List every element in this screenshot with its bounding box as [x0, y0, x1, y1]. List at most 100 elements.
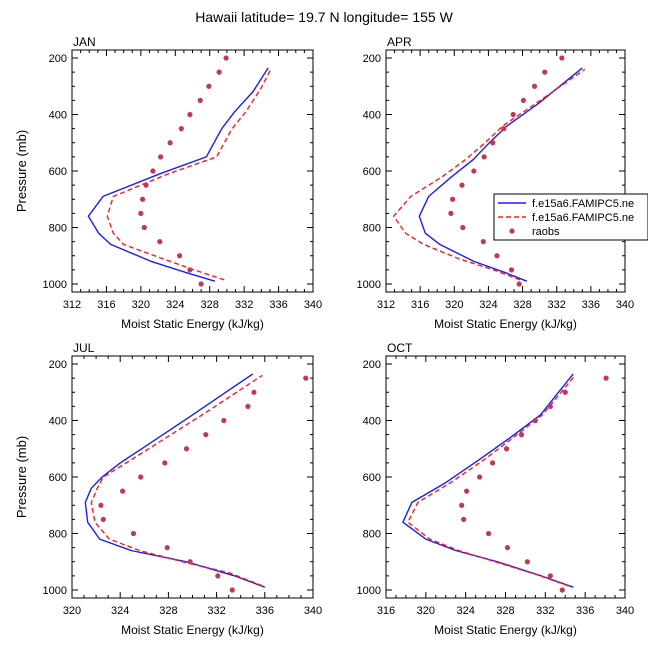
raobs-point: [481, 154, 487, 160]
y-axis-label: Pressure (mb): [14, 130, 29, 212]
raobs-point: [459, 502, 465, 508]
raobs-point: [303, 375, 309, 381]
panel-jan: JAN 312 316 320 324 328 332 336 340 200 400 600 800 1…: [14, 35, 322, 331]
raobs-point: [520, 97, 527, 103]
raobs-point: [471, 168, 477, 174]
raobs-point: [559, 55, 565, 61]
y-tick-label: 600: [363, 472, 381, 484]
raobs-point: [215, 573, 221, 579]
panel-title: OCT: [387, 341, 413, 355]
series-group: [84, 373, 309, 593]
raobs-point: [139, 196, 146, 202]
series-group: [87, 55, 272, 287]
legend-label: raobs: [532, 226, 560, 238]
y-tick-label: 400: [49, 416, 67, 428]
raobs-point: [150, 168, 156, 174]
legend-dot: [509, 228, 515, 234]
x-axis-label: Moist Static Energy (kJ/kg): [434, 623, 577, 637]
y-tick-label: 800: [363, 529, 381, 541]
raobs-point: [510, 111, 516, 118]
y-axis-label: Pressure (mb): [14, 436, 29, 518]
raobs-point: [176, 253, 183, 259]
raobs-point: [524, 559, 531, 565]
y-tick-label: 1000: [43, 279, 67, 291]
raobs-point: [206, 83, 212, 89]
raobs-point: [221, 417, 227, 424]
model-dashed-line: [407, 374, 576, 587]
x-tick-label: 324: [166, 299, 184, 311]
raobs-point: [501, 126, 507, 132]
raobs-point: [547, 573, 553, 579]
panel-title: APR: [387, 35, 412, 49]
y-tick-label: 800: [49, 223, 67, 235]
x-tick-label: 316: [411, 299, 429, 311]
y-tick-label: 400: [49, 110, 67, 122]
raobs-point: [531, 83, 538, 89]
raobs-point: [98, 502, 104, 508]
panel-frame: [385, 355, 626, 599]
raobs-point: [449, 196, 456, 202]
x-tick-label: 320: [445, 299, 463, 311]
raobs-point: [547, 403, 553, 409]
raobs-point: [542, 69, 548, 75]
y-tick-label: 200: [363, 53, 381, 65]
raobs-point: [459, 182, 465, 188]
panel-title: JAN: [73, 35, 96, 49]
raobs-point: [223, 55, 229, 61]
x-tick-label: 332: [548, 299, 566, 311]
y-tick-label: 400: [363, 416, 381, 428]
x-tick-label: 336: [582, 299, 600, 311]
raobs-point: [183, 446, 190, 452]
model-dashed-line: [106, 68, 272, 281]
panel-frame: [71, 49, 314, 293]
x-tick-label: 320: [63, 605, 81, 617]
legend: f.e15a6.FAMIPC5.ne f.e15a6.FAMIPC5.ne raob…: [493, 193, 648, 241]
raobs-point: [158, 154, 164, 160]
x-tick-label: 328: [201, 299, 219, 311]
x-tick-label: 332: [536, 605, 554, 617]
x-tick-label: 324: [456, 605, 474, 617]
x-tick-label: 332: [207, 605, 225, 617]
raobs-point: [229, 587, 235, 593]
raobs-point: [516, 281, 522, 287]
x-tick-label: 336: [256, 605, 274, 617]
x-tick-label: 312: [377, 299, 395, 311]
model-dashed-line: [393, 68, 586, 281]
raobs-point: [187, 111, 193, 118]
x-axis-label: Moist Static Energy (kJ/kg): [434, 317, 577, 331]
raobs-point: [504, 545, 511, 551]
x-tick-label: 324: [111, 605, 129, 617]
raobs-point: [167, 140, 173, 146]
raobs-point: [100, 516, 106, 522]
legend-box: [493, 193, 648, 241]
raobs-point: [141, 224, 147, 231]
raobs-point: [216, 69, 222, 75]
x-tick-label: 316: [97, 299, 115, 311]
y-tick-label: 1000: [357, 279, 381, 291]
raobs-point: [448, 210, 454, 216]
model-solid-line: [87, 67, 269, 282]
raobs-point: [603, 375, 609, 381]
y-tick-label: 600: [363, 166, 381, 178]
x-tick-label: 320: [132, 299, 150, 311]
raobs-point: [480, 239, 486, 245]
model-solid-line: [418, 67, 583, 282]
raobs-point: [532, 417, 538, 424]
raobs-point: [187, 267, 193, 273]
raobs-point: [518, 432, 525, 438]
y-tick-label: 200: [49, 359, 67, 371]
x-tick-label: 312: [63, 299, 81, 311]
raobs-point: [461, 516, 467, 522]
x-tick-label: 340: [304, 299, 322, 311]
y-tick-label: 400: [363, 110, 381, 122]
model-solid-line: [84, 373, 266, 588]
panel-oct: OCT 316 320 324 328 332 336 340 200 400 600 800 1000…: [357, 341, 635, 637]
raobs-point: [198, 281, 204, 287]
x-tick-label: 332: [235, 299, 253, 311]
y-tick-label: 1000: [357, 585, 381, 597]
x-tick-label: 336: [269, 299, 287, 311]
raobs-point: [508, 267, 515, 273]
raobs-point: [489, 460, 496, 466]
x-axis-label: Moist Static Energy (kJ/kg): [121, 317, 264, 331]
